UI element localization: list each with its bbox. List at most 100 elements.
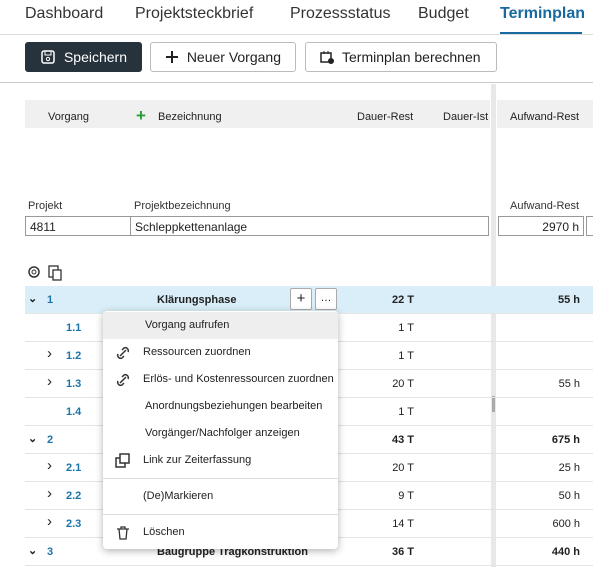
field-label: Projektbezeichnung <box>134 200 231 212</box>
menu-item[interactable]: Link zur Zeiterfassung <box>103 447 338 474</box>
tab[interactable]: Budget <box>418 5 469 22</box>
menu-item[interactable]: (De)Markieren <box>103 483 338 510</box>
task-id: 1.3 <box>66 378 82 390</box>
remaining-effort: 675 h <box>551 434 580 446</box>
expand-chevron[interactable]: › <box>47 485 52 502</box>
tab-divider <box>0 34 593 35</box>
copy-icon <box>115 453 130 468</box>
remaining-duration: 36 T <box>391 546 414 558</box>
menu-item[interactable]: Ressourcen zuordnen <box>103 339 338 366</box>
active-tab-underline <box>500 32 582 34</box>
button-label: Speichern <box>63 49 127 65</box>
remaining-duration: 20 T <box>392 378 414 390</box>
calendar-icon <box>320 51 334 64</box>
expand-chevron[interactable]: ⌄ <box>28 433 38 445</box>
task-id: 3 <box>47 546 54 558</box>
save-icon <box>41 50 55 64</box>
tab[interactable]: Prozessstatus <box>290 5 391 22</box>
add-button[interactable]: + <box>290 288 312 310</box>
menu-item-label: Link zur Zeiterfassung <box>143 454 252 466</box>
menu-item[interactable]: Erlös- und Kostenressourcen zuordnen <box>103 366 338 393</box>
task-id: 1.2 <box>66 350 82 362</box>
splitter-handle <box>492 396 495 412</box>
expand-chevron[interactable]: › <box>47 457 52 474</box>
menu-item[interactable]: Vorgänger/Nachfolger anzeigen <box>103 420 338 447</box>
remaining-effort: 440 h <box>551 546 580 558</box>
remaining-effort: 55 h <box>557 294 580 306</box>
menu-separator <box>103 514 338 515</box>
header-background <box>25 100 490 128</box>
trash-icon <box>115 525 129 540</box>
task-id: 2 <box>47 434 54 446</box>
menu-item[interactable]: Löschen <box>103 519 338 546</box>
remaining-duration: 1 T <box>398 406 414 418</box>
menu-separator <box>103 478 338 479</box>
header-background <box>497 100 593 128</box>
new-task-button[interactable]: Neuer Vorgang <box>150 42 296 72</box>
project-name[interactable]: Schleppkettenanlage <box>130 216 489 236</box>
context-menu: Vorgang aufrufen Ressourcen zuordnen Erlös… <box>103 311 338 549</box>
expand-chevron[interactable]: › <box>47 373 52 390</box>
menu-item-label: Ressourcen zuordnen <box>143 346 251 358</box>
remaining-effort: 25 h <box>558 462 580 474</box>
expand-chevron[interactable]: ⌄ <box>28 545 38 557</box>
column-header: Aufwand-Rest <box>510 111 580 123</box>
menu-item-label: Erlös- und Kostenressourcen zuordnen <box>143 373 334 385</box>
menu-item-label: Löschen <box>143 526 185 538</box>
expand-chevron[interactable]: ⌄ <box>28 293 38 305</box>
task-row[interactable]: ⌄ 3 Baugruppe Tragkonstruktion 36 T 440 h <box>25 538 593 566</box>
remaining-effort: 50 h <box>558 490 580 502</box>
remaining-duration: 20 T <box>392 462 414 474</box>
task-id: 2.3 <box>66 518 82 530</box>
task-name: Baugruppe Tragkonstruktion <box>157 546 308 558</box>
tab[interactable]: Terminplan <box>500 5 586 22</box>
button-label: Terminplan berechnen <box>342 49 481 65</box>
remaining-duration: 43 T <box>391 434 414 446</box>
plus-icon <box>166 51 178 63</box>
menu-item[interactable]: Anordnungsbeziehungen bearbeiten <box>103 393 338 420</box>
task-id: 1.4 <box>66 406 82 418</box>
add-icon[interactable]: + <box>136 106 146 125</box>
remaining-duration: 1 T <box>398 350 414 362</box>
tab[interactable]: Projektsteckbrief <box>135 5 254 22</box>
task-id: 2.2 <box>66 490 82 502</box>
expand-chevron[interactable]: › <box>47 513 52 530</box>
grid-tools[interactable] <box>26 263 66 281</box>
column-header: Dauer-Rest <box>357 111 414 123</box>
task-id: 1.1 <box>66 322 82 334</box>
remaining-duration: 1 T <box>398 322 414 334</box>
save-button[interactable]: Speichern <box>25 42 142 72</box>
field-label: Projekt <box>28 200 63 212</box>
splitter <box>491 84 496 567</box>
task-name: Klärungsphase <box>157 294 237 306</box>
link-icon <box>115 345 130 360</box>
button-label: Neuer Vorgang <box>186 49 281 65</box>
task-row[interactable]: ⌄ 1 Klärungsphase 22 T 55 h +… <box>25 286 593 314</box>
remaining-effort: 600 h <box>552 518 580 530</box>
column-header: Vorgang <box>48 111 89 123</box>
input-box <box>586 216 593 236</box>
task-id: 2.1 <box>66 462 82 474</box>
remaining-effort: 55 h <box>558 378 580 390</box>
remaining-duration: 22 T <box>391 294 414 306</box>
task-id: 1 <box>47 294 54 306</box>
remaining-duration: 14 T <box>392 518 414 530</box>
menu-item-label: (De)Markieren <box>143 490 214 502</box>
tab[interactable]: Dashboard <box>25 5 104 22</box>
menu-item-label: Vorgang aufrufen <box>145 319 230 331</box>
expand-chevron[interactable]: › <box>47 345 52 362</box>
remaining-duration: 9 T <box>398 490 414 502</box>
column-header: Dauer-Ist <box>443 111 489 123</box>
calculate-button[interactable]: Terminplan berechnen <box>305 42 497 72</box>
column-header: Bezeichnung <box>158 111 222 123</box>
project-number[interactable]: 4811 <box>25 216 131 236</box>
link-icon <box>115 372 130 387</box>
field-label: Aufwand-Rest <box>510 200 580 212</box>
more-button[interactable]: … <box>315 288 337 310</box>
project-effort[interactable]: 2970 h <box>498 216 584 236</box>
menu-item[interactable]: Vorgang aufrufen <box>103 312 338 339</box>
menu-item-label: Anordnungsbeziehungen bearbeiten <box>145 400 323 412</box>
menu-item-label: Vorgänger/Nachfolger anzeigen <box>145 427 300 439</box>
toolbar-divider <box>0 82 593 83</box>
